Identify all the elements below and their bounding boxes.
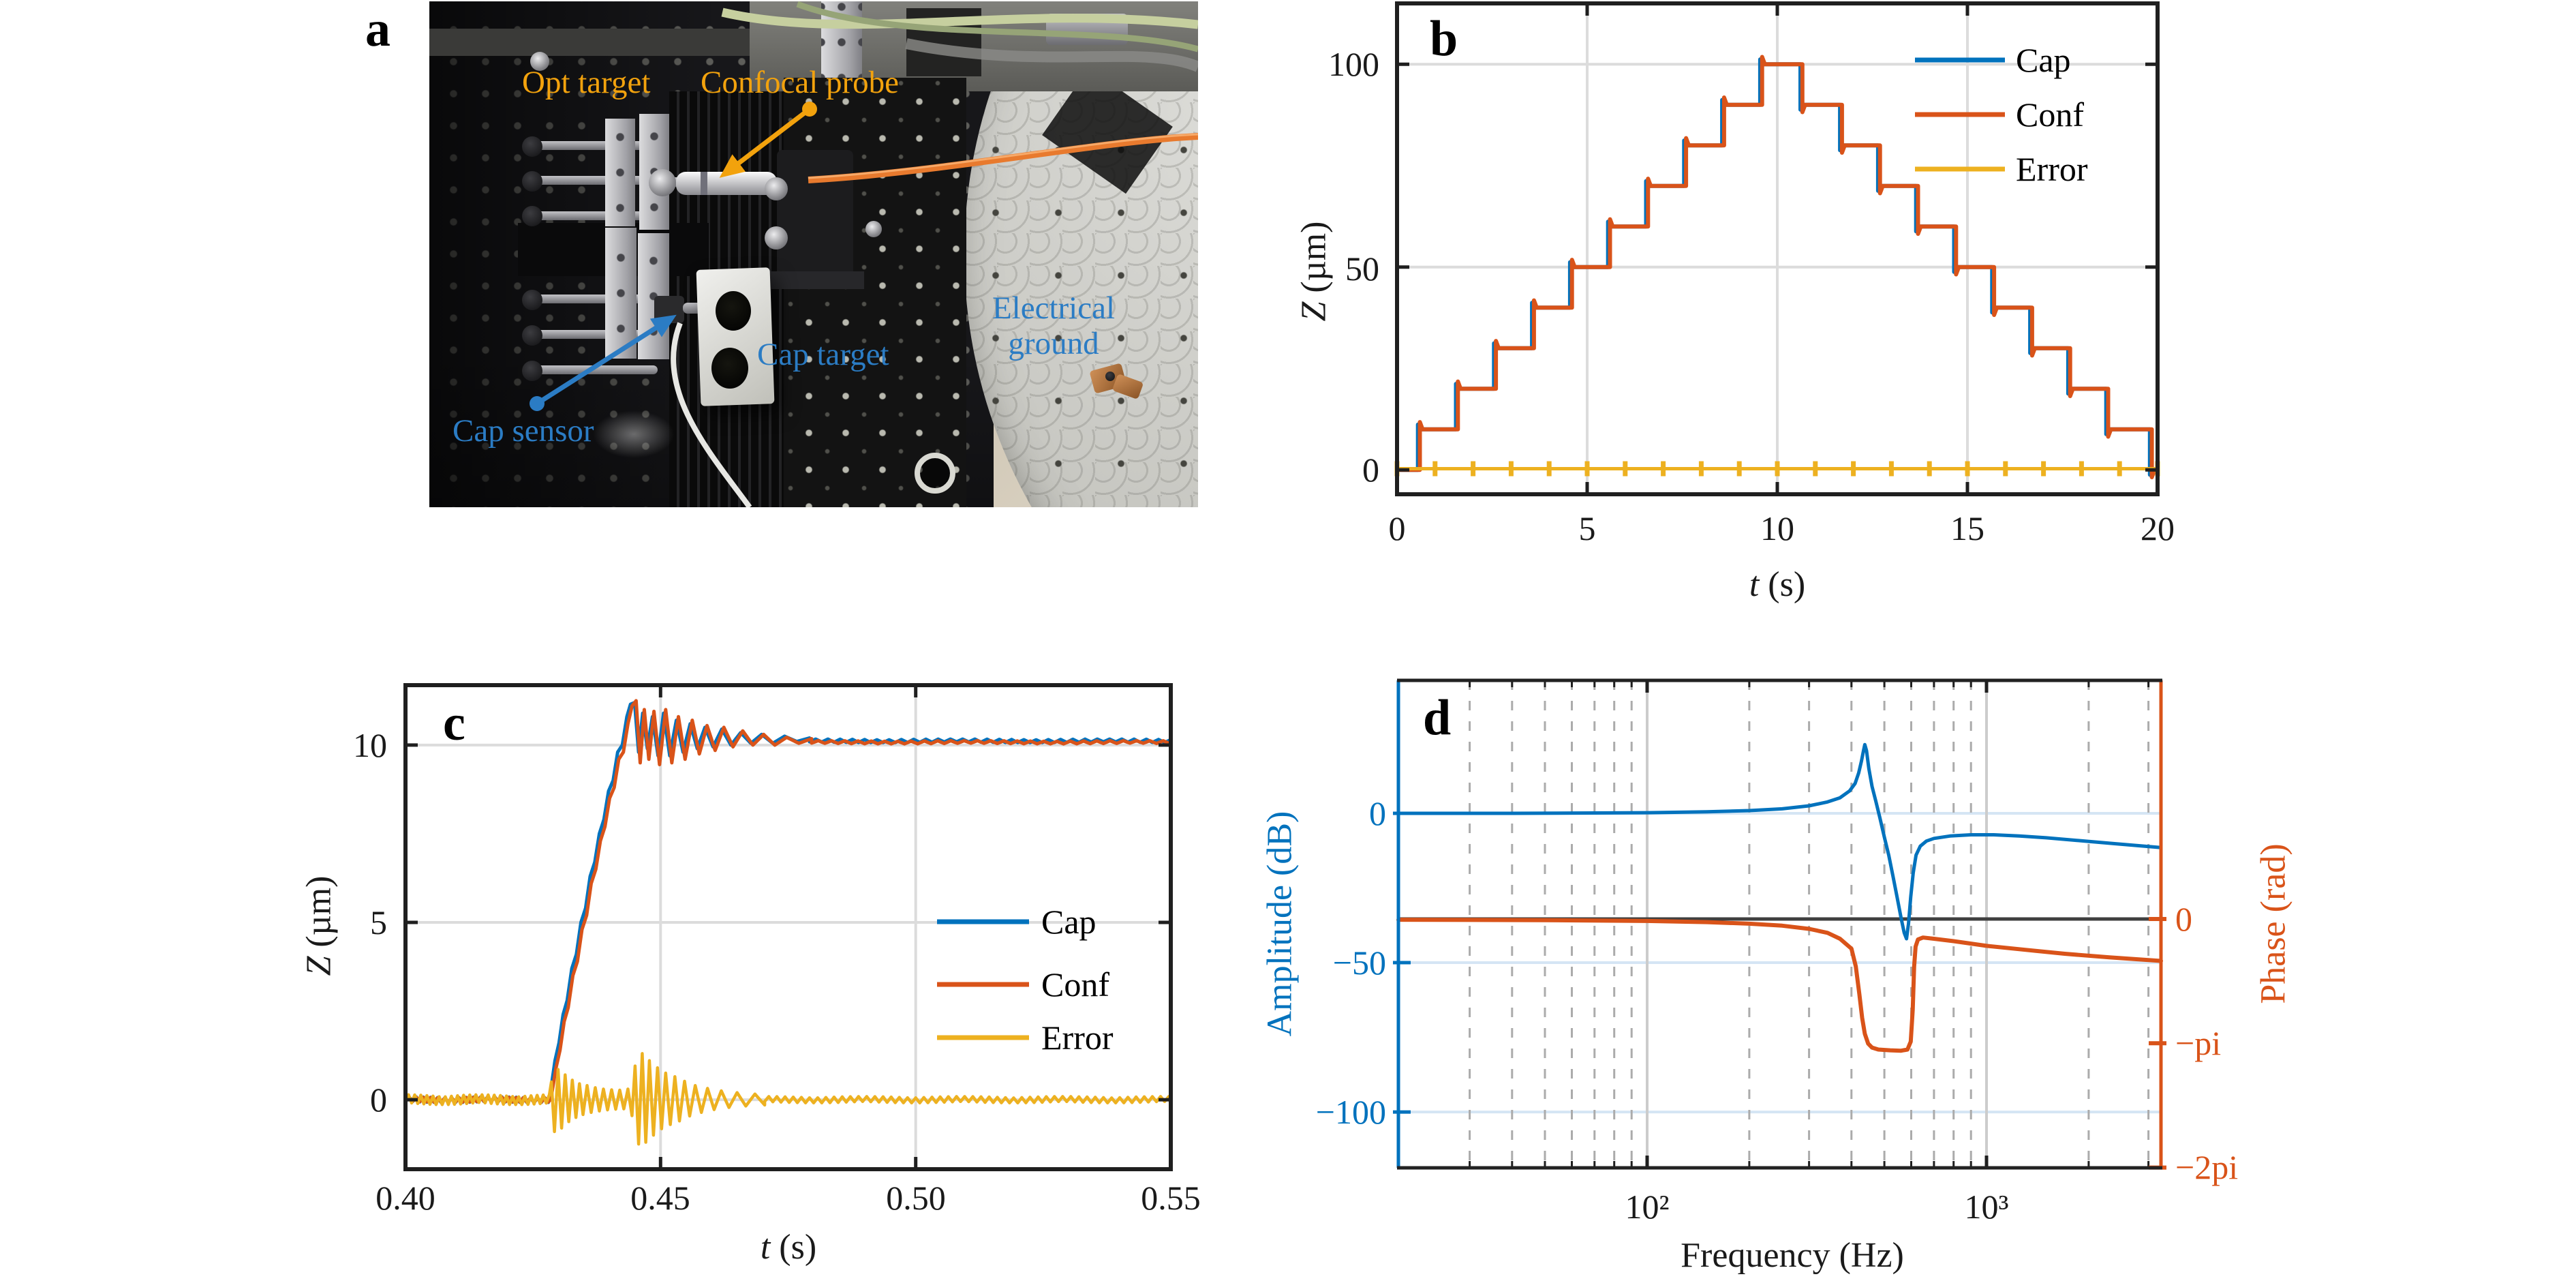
electrical-ground-line2: ground: [1008, 326, 1099, 361]
d-x-tick-1000: 10³: [1964, 1188, 2009, 1226]
stage-knob: [522, 290, 542, 310]
copper-screw: [1105, 372, 1115, 381]
d-rad-tick-0: 0: [2175, 900, 2192, 938]
smudge: [593, 410, 675, 458]
probe-clamp: [777, 150, 853, 277]
photo-annotation-overlay: [530, 1, 1198, 507]
cap-target-hole: [711, 348, 748, 389]
b-x-tick-0: 0: [1388, 509, 1406, 547]
electrical-ground-label: Electrical ground: [965, 290, 1142, 361]
clamp-screw: [765, 177, 788, 200]
panel-letter-b: b: [1430, 11, 1458, 67]
c-y-tick-0: 0: [370, 1081, 387, 1119]
rail-screw: [530, 52, 549, 71]
clamp-base: [769, 271, 864, 289]
d-x-axis-label: Frequency (Hz): [1681, 1236, 1904, 1275]
bolt-ring: [915, 453, 955, 494]
c-x-tick-055: 0.55: [1141, 1179, 1201, 1217]
b-x-tick-5: 5: [1578, 509, 1596, 547]
opt-target-disc: [649, 169, 676, 196]
c-y-tick-5: 5: [370, 903, 387, 941]
c-x-tick-050: 0.50: [886, 1179, 946, 1217]
b-legend-cap: Cap: [2016, 41, 2071, 79]
panel-letter-d: d: [1423, 690, 1452, 746]
electrical-ground-line1: Electrical: [992, 290, 1116, 326]
panel-letter-c: c: [443, 695, 465, 751]
b-x-tick-20: 20: [2141, 509, 2175, 547]
cap-sensor-label: Cap sensor: [453, 413, 594, 449]
black-fixture-plate: [784, 78, 966, 507]
fiber-cable-highlight: [808, 133, 1198, 179]
d-db-tick-100: −100: [1315, 1093, 1386, 1131]
top-rail: [429, 29, 750, 56]
clamp-screw: [765, 226, 788, 250]
c-legend-cap: Cap: [1041, 903, 1097, 941]
sensor-cable: [671, 322, 752, 507]
stage-plate: [605, 119, 635, 226]
fiber-cable: [808, 133, 1198, 183]
stage-knob: [522, 171, 542, 192]
cap-sensor-arrow: [536, 314, 677, 406]
opt-target-label: Opt target: [522, 65, 651, 100]
green-cable: [721, 7, 1198, 29]
stage-knob: [522, 136, 542, 157]
b-y-tick-0: 0: [1362, 451, 1379, 489]
fixture-screw: [865, 221, 882, 237]
setup-photo: Opt target Confocal probe Electrical gro…: [429, 1, 1198, 507]
b-legend-conf: Conf: [2016, 95, 2084, 134]
b-y-tick-50: 50: [1345, 250, 1379, 288]
c-x-axis-label: t (s): [760, 1228, 817, 1267]
confocal-probe-arrow: [719, 107, 812, 178]
gray-hose: [905, 38, 1198, 72]
d-x-tick-100: 10²: [1625, 1188, 1670, 1226]
d-db-tick-0: 0: [1369, 794, 1386, 832]
b-legend-error: Error: [2016, 150, 2088, 188]
stage-knob: [522, 206, 542, 226]
stage-knob: [522, 325, 542, 346]
panel-letter-a: a: [365, 1, 390, 57]
d-db-tick-50: −50: [1332, 944, 1386, 982]
d-rad-tick-pi: −pi: [2175, 1024, 2222, 1062]
d-rad-tick-2pi: −2pi: [2175, 1148, 2239, 1186]
stage-knob: [522, 361, 542, 381]
b-x-tick-15: 15: [1950, 509, 1984, 547]
cap-target-hole: [716, 291, 751, 331]
probe-ring: [701, 172, 707, 195]
c-legend-error: Error: [1041, 1019, 1114, 1057]
stage-rod: [532, 365, 658, 374]
b-x-tick-10: 10: [1760, 509, 1794, 547]
c-x-tick-045: 0.45: [630, 1179, 690, 1217]
c-legend-conf: Conf: [1041, 965, 1109, 1004]
c-x-tick-040: 0.40: [375, 1179, 435, 1217]
cap-target-label: Cap target: [757, 337, 889, 372]
confocal-probe-label: Confocal probe: [701, 65, 900, 100]
stage-plate: [605, 228, 637, 359]
b-x-axis-label: t (s): [1749, 565, 1806, 604]
b-y-tick-100: 100: [1328, 45, 1379, 83]
c-y-tick-10: 10: [353, 726, 387, 764]
green-cable: [796, 1, 1198, 52]
